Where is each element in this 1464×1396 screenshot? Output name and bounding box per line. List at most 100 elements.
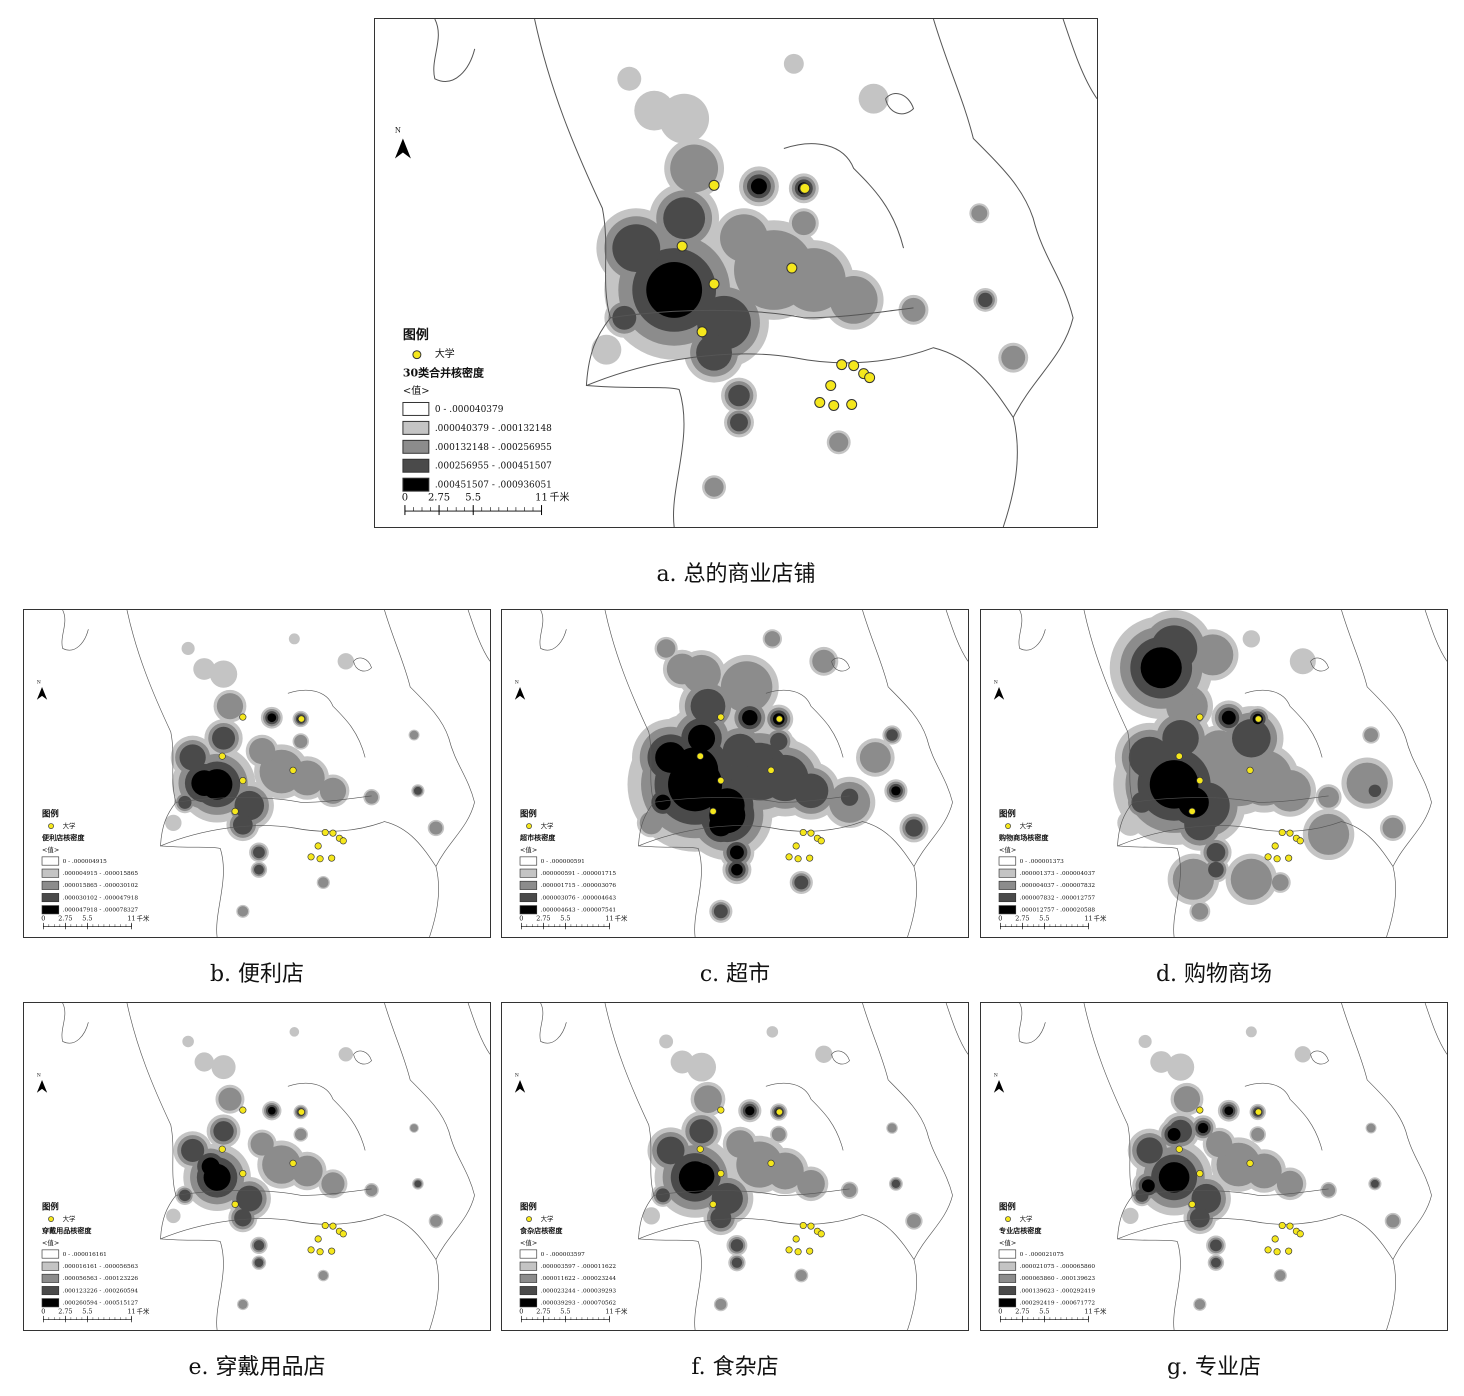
legend-layer: 便利店核密度: [42, 833, 85, 842]
density-area: [704, 477, 724, 497]
density-area: [201, 1157, 220, 1176]
legend-layer: 专业店核密度: [999, 1226, 1042, 1235]
university: [239, 777, 247, 785]
density-area: [766, 1152, 804, 1190]
density-area: [211, 1055, 236, 1080]
density-area: [713, 904, 728, 919]
legend-class: 0 - .000003597: [541, 1252, 586, 1258]
north-arrow: [514, 1079, 526, 1093]
university: [218, 1145, 226, 1153]
boundary: [175, 795, 372, 803]
density-area: [655, 1188, 670, 1203]
density-area: [288, 633, 300, 645]
density-area: [1167, 1128, 1181, 1141]
scale-label: 5.5: [82, 1307, 92, 1315]
legend-swatch: [998, 1298, 1017, 1308]
boundary: [1132, 795, 1329, 803]
density-area: [267, 1106, 276, 1115]
university: [1278, 828, 1286, 837]
university: [1254, 1108, 1262, 1116]
density-area: [338, 1047, 354, 1062]
boundary: [765, 1083, 844, 1151]
legend-class: .000011622 - .000023244: [541, 1276, 617, 1282]
scale-unit: 千米: [615, 913, 628, 922]
density-area: [639, 811, 663, 835]
legend-class: .000139623 - .000292419: [1020, 1288, 1096, 1294]
density-area: [1245, 1026, 1257, 1038]
university: [297, 715, 305, 723]
legend-swatch: [519, 1273, 538, 1283]
density-area: [794, 875, 809, 890]
legend-field: <值>: [520, 1238, 537, 1247]
boundary: [160, 821, 439, 937]
university: [696, 1145, 704, 1153]
university: [314, 1235, 322, 1243]
scale-label: 11: [127, 914, 135, 922]
density-area: [689, 1119, 714, 1144]
legend-swatch: [402, 420, 430, 435]
university: [1188, 1200, 1196, 1208]
university: [1246, 1159, 1254, 1167]
boundary: [287, 1083, 366, 1151]
scale-unit: 千米: [137, 1306, 150, 1315]
density-area: [191, 770, 218, 796]
density-area: [193, 658, 216, 680]
legend-class: .000007832 - .000012757: [1020, 895, 1096, 901]
legend-title: 图例: [999, 1201, 1016, 1211]
university: [825, 380, 837, 392]
university: [1278, 1221, 1286, 1230]
university: [231, 807, 239, 815]
boundary: [160, 1214, 439, 1330]
density-area: [410, 1124, 418, 1132]
boundary: [1310, 1050, 1329, 1065]
density-area: [1173, 1086, 1201, 1113]
density-area: [289, 760, 325, 796]
density-area: [766, 1026, 779, 1038]
university: [676, 240, 688, 252]
density-area: [1386, 1214, 1400, 1228]
legend-class: .000056563 - .000123226: [63, 1276, 139, 1282]
density-area: [1294, 1046, 1312, 1063]
university: [1264, 1246, 1272, 1254]
density-area: [812, 649, 836, 673]
density-area: [731, 1257, 743, 1268]
legend-swatch: [41, 868, 60, 878]
legend-point: [48, 823, 54, 829]
density-area: [891, 786, 901, 796]
boundary: [885, 93, 915, 115]
density-area: [1318, 786, 1339, 808]
density-area: [815, 1045, 833, 1063]
boundary: [1424, 610, 1447, 662]
university: [307, 853, 315, 861]
university: [794, 1248, 802, 1256]
density-area: [715, 1298, 727, 1310]
density-area: [294, 1128, 307, 1141]
density-area: [1307, 813, 1350, 855]
boundary: [1310, 657, 1329, 672]
density-area: [365, 1184, 378, 1196]
university: [696, 326, 708, 338]
density-area: [612, 224, 661, 273]
university: [794, 855, 802, 863]
boundary: [831, 1050, 850, 1065]
density-area: [267, 713, 277, 723]
density-area: [181, 1138, 205, 1163]
legend-swatch: [402, 439, 430, 454]
density-area: [1197, 1122, 1209, 1134]
legend-swatch: [519, 1249, 538, 1259]
legend-field: <值>: [42, 845, 59, 854]
density-area: [1191, 903, 1209, 920]
density-area: [656, 639, 676, 658]
scale-unit: 千米: [615, 1306, 628, 1315]
density-area: [663, 197, 706, 240]
density-area: [1158, 1162, 1190, 1193]
caption: c. 超市: [699, 962, 771, 987]
density-area: [1177, 786, 1209, 818]
legend-field: <值>: [520, 845, 537, 854]
university: [767, 766, 775, 774]
caption: g. 专业店: [1166, 1355, 1262, 1380]
boundary: [945, 610, 968, 662]
density-area: [670, 144, 719, 193]
